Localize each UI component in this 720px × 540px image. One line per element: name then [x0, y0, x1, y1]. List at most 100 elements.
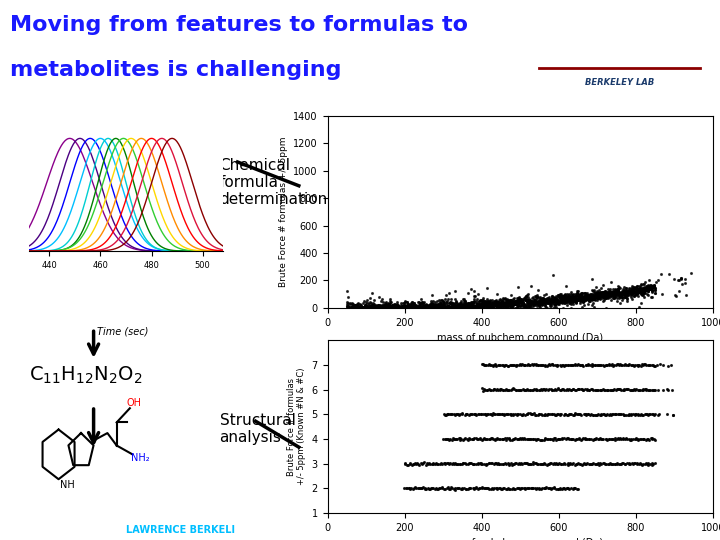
Point — [547, 296, 559, 305]
Point — [539, 360, 551, 369]
Point — [616, 459, 628, 468]
Point — [598, 410, 609, 418]
Point — [442, 483, 454, 491]
Point — [400, 303, 411, 312]
Point — [492, 300, 504, 309]
Point — [377, 303, 388, 312]
Point — [536, 409, 547, 418]
Point — [553, 296, 564, 305]
Point — [630, 384, 642, 393]
Point — [591, 386, 603, 395]
Point — [619, 360, 631, 369]
Point — [642, 410, 654, 419]
Point — [557, 484, 569, 492]
Point — [614, 460, 626, 468]
Point — [544, 296, 556, 305]
Point — [483, 435, 495, 443]
Point — [579, 295, 590, 303]
Point — [438, 303, 450, 312]
Point — [402, 303, 414, 312]
Point — [595, 411, 606, 420]
Point — [622, 287, 634, 296]
Point — [638, 280, 649, 288]
Point — [526, 294, 537, 303]
Point — [498, 295, 509, 303]
Point — [533, 285, 544, 294]
Point — [498, 299, 510, 307]
Point — [377, 298, 389, 306]
Point — [426, 302, 438, 310]
Point — [524, 296, 536, 305]
Point — [594, 287, 606, 296]
Point — [469, 409, 481, 418]
Point — [649, 286, 660, 295]
Point — [469, 301, 481, 310]
Point — [367, 303, 379, 312]
Point — [396, 303, 408, 312]
Point — [612, 286, 624, 294]
Point — [415, 302, 426, 310]
Point — [430, 300, 441, 309]
Point — [403, 303, 415, 312]
Point — [611, 360, 623, 369]
Point — [600, 287, 611, 296]
Point — [436, 302, 447, 311]
Point — [489, 299, 500, 308]
Point — [590, 283, 602, 292]
Point — [396, 302, 408, 311]
Point — [468, 295, 480, 303]
Point — [422, 460, 433, 468]
Point — [419, 303, 431, 312]
Point — [572, 385, 584, 394]
Point — [511, 299, 523, 308]
Point — [388, 303, 400, 312]
Point — [374, 301, 386, 310]
Point — [546, 410, 557, 418]
Point — [632, 360, 644, 369]
Point — [637, 287, 649, 295]
Point — [518, 294, 530, 303]
Point — [383, 303, 395, 312]
Point — [530, 436, 541, 444]
Point — [538, 435, 549, 444]
Point — [387, 301, 398, 309]
Point — [501, 434, 513, 442]
Point — [564, 294, 576, 303]
Point — [571, 484, 582, 493]
Point — [479, 298, 490, 307]
Point — [591, 293, 603, 302]
Point — [454, 460, 466, 468]
Point — [343, 303, 354, 312]
Point — [420, 303, 432, 312]
Point — [423, 459, 435, 468]
Point — [600, 303, 612, 312]
Point — [606, 288, 618, 296]
Point — [586, 293, 598, 302]
Point — [390, 303, 402, 312]
Point — [562, 386, 573, 395]
Point — [544, 297, 556, 306]
Point — [344, 303, 356, 312]
Point — [563, 290, 575, 299]
Point — [440, 410, 451, 419]
Point — [444, 302, 455, 310]
Point — [634, 287, 646, 295]
Point — [485, 299, 497, 307]
Point — [635, 289, 647, 298]
Point — [548, 296, 559, 305]
Point — [361, 303, 373, 312]
Point — [541, 435, 552, 443]
Point — [613, 289, 624, 298]
Text: metabolites is challenging: metabolites is challenging — [10, 60, 342, 80]
Point — [542, 386, 554, 394]
Point — [382, 303, 393, 312]
Point — [513, 298, 524, 306]
Point — [368, 302, 379, 311]
Point — [478, 302, 490, 310]
Point — [626, 295, 638, 303]
Point — [439, 302, 451, 310]
Point — [364, 303, 375, 312]
Point — [568, 294, 580, 303]
Point — [427, 303, 438, 312]
Point — [573, 385, 585, 394]
